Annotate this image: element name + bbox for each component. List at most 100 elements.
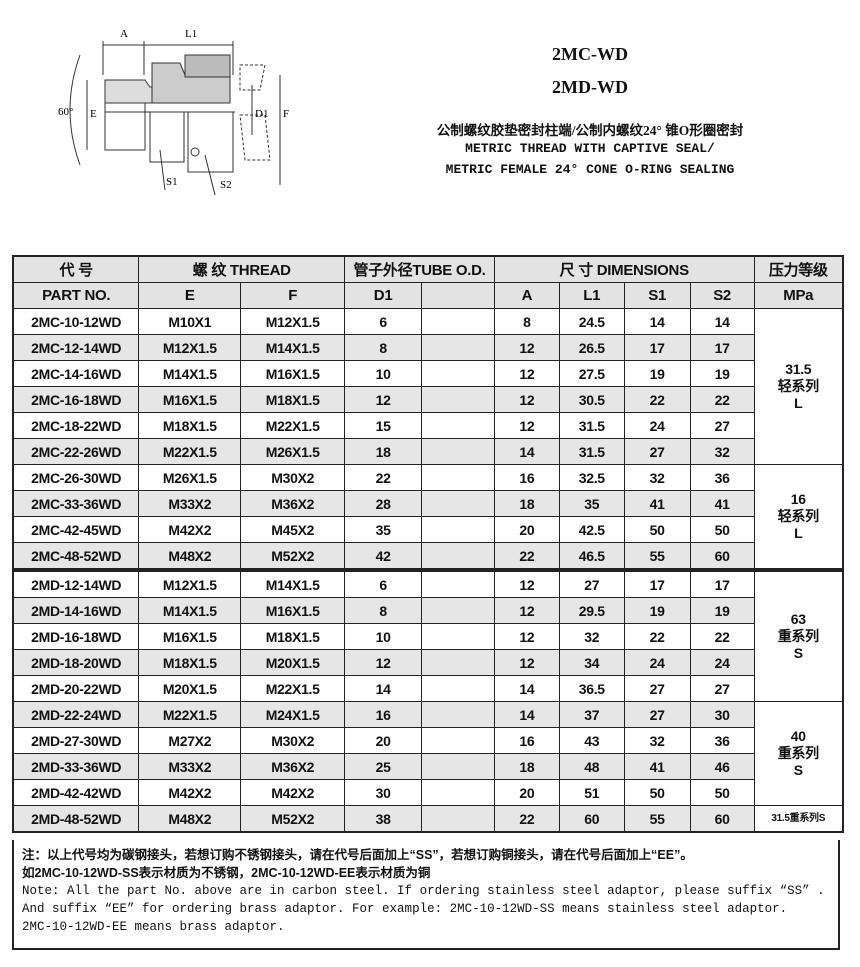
cell-part-no: 2MD-42-42WD (12, 779, 140, 806)
label-f: F (283, 108, 289, 120)
cell-d1: 35 (344, 516, 423, 543)
label-s1: S1 (166, 176, 178, 188)
cell-a: 14 (493, 701, 560, 728)
cell-a: 18 (493, 490, 560, 517)
notes: 注：以上代号均为碳钢接头，若想订购不锈钢接头，请在代号后面加上“SS”，若想订购… (12, 840, 840, 950)
cell-e: M12X1.5 (138, 334, 242, 361)
cell-s1: 19 (623, 597, 691, 624)
cell-s1: 22 (623, 386, 691, 413)
description-cn: 公制螺纹胶垫密封柱端/公制内螺纹24° 锥O形圈密封 (436, 123, 744, 138)
cell-a: 12 (493, 334, 560, 361)
table-row: 2MD-20-22WD M20X1.5 M22X1.5 14 14 36.5 27 27 (12, 675, 843, 702)
cell-f: M16X1.5 (240, 360, 346, 387)
col-blank (421, 282, 495, 309)
cell-a: 20 (493, 516, 560, 543)
cell-l1: 46.5 (558, 542, 625, 571)
cell-a: 12 (493, 568, 560, 598)
cell-d1: 14 (344, 675, 423, 702)
col-a: A (493, 282, 560, 309)
cell-a: 12 (493, 623, 560, 650)
pressure-line: S (793, 762, 803, 778)
cell-d1: 12 (344, 386, 423, 413)
cell-e: M33X2 (138, 753, 242, 780)
cell-e: M16X1.5 (138, 386, 242, 413)
note-en-1: Note: All the part No. above are in carb… (22, 884, 825, 898)
cell-l1: 27 (558, 568, 625, 598)
cell-part-no: 2MC-16-18WD (12, 386, 140, 413)
cell-a: 14 (493, 675, 560, 702)
header-part-no-cn: 代 号 (12, 255, 140, 283)
cell-a: 8 (493, 308, 560, 335)
cell-blank (421, 308, 495, 335)
cell-e: M22X1.5 (138, 438, 242, 465)
cell-s2: 14 (689, 308, 755, 335)
description-en-1: METRIC THREAD WITH CAPTIVE SEAL/ (465, 141, 715, 156)
cell-s2: 36 (689, 727, 755, 754)
cell-blank (421, 623, 495, 650)
pressure-line: L (794, 395, 803, 411)
label-a: A (120, 28, 128, 40)
cell-e: M22X1.5 (138, 701, 242, 728)
cell-l1: 34 (558, 649, 625, 676)
cell-s2: 30 (689, 701, 755, 728)
cell-s2: 22 (689, 386, 755, 413)
pressure-line: 轻系列 (777, 378, 819, 394)
cell-blank (421, 675, 495, 702)
cell-f: M14X1.5 (240, 568, 346, 598)
pressure-cell: 40 重系列 S (753, 701, 844, 806)
cell-a: 18 (493, 753, 560, 780)
cell-blank (421, 568, 495, 598)
table-row: 2MC-48-52WD M48X2 M52X2 42 22 46.5 55 60 (12, 542, 843, 571)
cell-d1: 18 (344, 438, 423, 465)
cell-s1: 50 (623, 516, 691, 543)
cell-blank (421, 412, 495, 439)
cell-e: M33X2 (138, 490, 242, 517)
cell-a: 12 (493, 649, 560, 676)
cell-s2: 60 (689, 542, 755, 571)
cell-blank (421, 701, 495, 728)
label-angle: 60° (58, 106, 73, 118)
cell-part-no: 2MD-48-52WD (12, 805, 140, 833)
cell-f: M30X2 (240, 727, 346, 754)
col-l1: L1 (558, 282, 625, 309)
cell-part-no: 2MD-14-16WD (12, 597, 140, 624)
cell-l1: 43 (558, 727, 625, 754)
cell-s1: 50 (623, 779, 691, 806)
pressure-line: 轻系列 (777, 508, 819, 524)
cell-s1: 24 (623, 412, 691, 439)
cell-f: M36X2 (240, 490, 346, 517)
cell-part-no: 2MC-42-45WD (12, 516, 140, 543)
pressure-cell: 63 重系列 S (753, 568, 844, 702)
table-row: 2MC-10-12WD M10X1 M12X1.5 6 8 24.5 14 14 31.5 轻系列… (12, 308, 844, 465)
cell-part-no: 2MC-26-30WD (12, 464, 140, 491)
col-s1: S1 (623, 282, 691, 309)
cell-s2: 36 (689, 464, 755, 491)
header-thread: 螺 纹 THREAD (138, 255, 346, 283)
cell-s1: 32 (623, 464, 691, 491)
table-row: 2MD-22-24WD M22X1.5 M24X1.5 16 14 37 27 30 40 重系列… (12, 701, 844, 806)
table-row: 2MD-48-52WD M48X2 M52X2 38 22 60 55 60 31.5重系列S (12, 805, 844, 833)
cell-e: M16X1.5 (138, 623, 242, 650)
cell-part-no: 2MD-22-24WD (12, 701, 140, 728)
cell-s2: 19 (689, 360, 755, 387)
cell-d1: 6 (344, 568, 423, 598)
cell-s1: 41 (623, 753, 691, 780)
note-cn-1: 注：以上代号均为碳钢接头，若想订购不锈钢接头，请在代号后面加上“SS”，若想订购… (22, 848, 693, 862)
cell-l1: 60 (558, 805, 625, 833)
pressure-cell: 31.5重系列S (753, 805, 844, 833)
table-row: 2MD-42-42WD M42X2 M42X2 30 20 51 50 50 (12, 779, 843, 806)
pressure-line: 31.5重系列S (771, 813, 826, 824)
table-row: 2MD-33-36WD M33X2 M36X2 25 18 48 41 46 (12, 753, 843, 780)
cell-e: M48X2 (138, 542, 242, 571)
cell-e: M18X1.5 (138, 412, 242, 439)
cell-f: M16X1.5 (240, 597, 346, 624)
cell-l1: 32 (558, 623, 625, 650)
label-e: E (90, 108, 97, 120)
table-row: 2MC-16-18WD M16X1.5 M18X1.5 12 12 30.5 22 22 (12, 386, 843, 413)
cell-d1: 10 (344, 360, 423, 387)
pressure-line: 重系列 (777, 745, 819, 761)
note-en-2: And suffix “EE” for ordering brass adapt… (22, 902, 788, 916)
table-row: 2MD-12-14WD M12X1.5 M14X1.5 6 12 27 17 17 63 重系列 S (12, 568, 844, 702)
note-cn-2: 如2MC-10-12WD-SS表示材质为不锈钢，2MC-10-12WD-EE表示… (22, 866, 431, 880)
cell-e: M14X1.5 (138, 597, 242, 624)
